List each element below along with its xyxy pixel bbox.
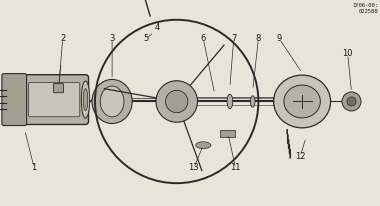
Text: 3: 3 xyxy=(109,34,115,43)
Text: 7: 7 xyxy=(231,34,236,43)
Text: 6: 6 xyxy=(201,34,206,43)
Ellipse shape xyxy=(274,75,331,128)
FancyBboxPatch shape xyxy=(20,75,89,124)
Circle shape xyxy=(342,92,361,111)
Circle shape xyxy=(347,97,356,106)
Ellipse shape xyxy=(295,79,301,124)
Ellipse shape xyxy=(100,86,124,117)
Text: 11: 11 xyxy=(230,164,241,172)
Text: 13: 13 xyxy=(188,164,199,172)
Ellipse shape xyxy=(83,89,88,110)
FancyBboxPatch shape xyxy=(28,82,80,117)
Text: 5: 5 xyxy=(144,34,149,43)
Text: 2: 2 xyxy=(60,34,65,43)
Text: 9: 9 xyxy=(277,34,282,43)
FancyBboxPatch shape xyxy=(54,84,63,93)
Ellipse shape xyxy=(250,96,255,107)
Text: 1Y06-00:
022588: 1Y06-00: 022588 xyxy=(352,3,378,14)
Text: 4: 4 xyxy=(155,23,160,32)
Ellipse shape xyxy=(196,142,211,149)
Ellipse shape xyxy=(81,81,90,118)
Circle shape xyxy=(166,90,188,113)
FancyBboxPatch shape xyxy=(220,130,236,138)
Text: 1: 1 xyxy=(32,164,37,172)
Text: 10: 10 xyxy=(342,49,353,59)
Ellipse shape xyxy=(284,85,320,118)
Ellipse shape xyxy=(227,94,233,109)
Ellipse shape xyxy=(92,80,132,124)
Text: 8: 8 xyxy=(256,34,261,43)
Text: 12: 12 xyxy=(295,152,306,161)
Ellipse shape xyxy=(303,79,309,124)
Circle shape xyxy=(156,81,198,122)
FancyBboxPatch shape xyxy=(2,74,27,125)
